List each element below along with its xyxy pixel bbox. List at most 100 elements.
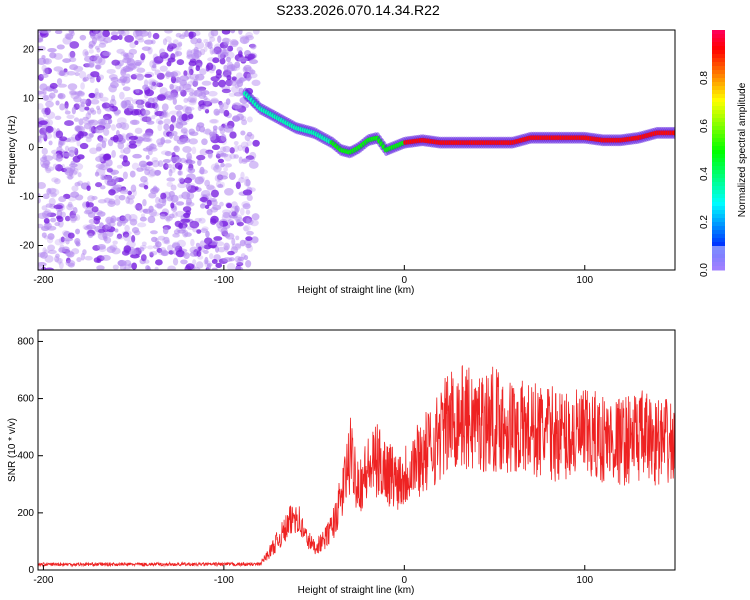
noise-blob <box>118 134 125 140</box>
noise-blob <box>58 196 67 203</box>
x-tick-label: -100 <box>214 575 234 586</box>
noise-blob <box>238 50 243 58</box>
noise-blob <box>186 97 196 103</box>
noise-blob <box>234 255 242 263</box>
noise-blob <box>195 65 201 72</box>
noise-blob <box>69 90 78 95</box>
colorbar-swatch <box>712 134 725 139</box>
noise-blob <box>101 175 107 181</box>
noise-blob <box>43 118 54 127</box>
noise-blob <box>182 229 189 238</box>
noise-blob <box>251 79 261 87</box>
noise-blob <box>234 82 240 89</box>
noise-blob <box>175 76 181 83</box>
noise-blob <box>44 209 52 217</box>
noise-blob <box>223 109 230 117</box>
noise-blob <box>185 106 192 115</box>
noise-blob <box>181 191 191 200</box>
noise-blob <box>175 249 185 258</box>
noise-blob <box>187 95 198 103</box>
noise-blob <box>151 115 156 120</box>
noise-blob <box>69 169 74 177</box>
noise-blob <box>223 242 230 251</box>
noise-blob <box>214 245 220 253</box>
noise-blob <box>67 83 78 91</box>
noise-blob <box>157 94 166 101</box>
noise-blob <box>74 125 81 132</box>
colorbar-swatch <box>712 182 725 187</box>
colorbar-swatch <box>712 122 725 127</box>
noise-blob <box>238 30 243 35</box>
noise-blob <box>116 233 123 239</box>
noise-blob <box>82 116 89 121</box>
colorbar-swatch <box>712 150 725 155</box>
noise-blob <box>73 117 80 122</box>
noise-blob <box>180 259 188 265</box>
noise-blob <box>156 247 163 253</box>
noise-blob <box>154 103 160 112</box>
noise-blob <box>164 30 173 34</box>
noise-blob <box>219 201 224 207</box>
noise-blob <box>143 132 153 137</box>
noise-blob <box>170 194 179 203</box>
noise-blob <box>163 123 170 131</box>
noise-blob <box>160 150 171 156</box>
noise-blob <box>41 232 47 238</box>
noise-blob <box>46 188 52 195</box>
noise-blob <box>80 82 85 90</box>
y-tick-label: 200 <box>17 508 34 519</box>
noise-blob <box>41 147 48 155</box>
noise-blob <box>56 78 63 85</box>
noise-blob <box>203 249 209 254</box>
noise-blob <box>55 253 60 259</box>
noise-blob <box>231 40 239 46</box>
noise-blob <box>110 35 120 41</box>
y-tick-label: -20 <box>20 241 35 252</box>
noise-blob <box>206 262 213 267</box>
noise-blob <box>69 64 79 71</box>
noise-blob <box>108 73 118 80</box>
noise-blob <box>247 53 256 60</box>
noise-blob <box>38 103 44 110</box>
noise-blob <box>166 181 174 188</box>
noise-blob <box>214 162 219 169</box>
noise-blob <box>44 267 55 270</box>
noise-blob <box>246 230 254 236</box>
colorbar-swatch <box>712 250 725 255</box>
noise-blob <box>250 219 259 227</box>
noise-blob <box>187 156 193 162</box>
noise-blob <box>122 57 132 64</box>
colorbar-swatch <box>712 130 725 135</box>
noise-blob <box>213 108 220 116</box>
noise-blob <box>94 45 100 50</box>
noise-blob <box>162 159 171 164</box>
colorbar-swatch <box>712 142 725 147</box>
noise-blob <box>66 203 74 211</box>
colorbar-swatch <box>712 198 725 203</box>
noise-blob <box>112 134 119 143</box>
colorbar-tick-label: 0.0 <box>699 263 710 277</box>
noise-blob <box>121 249 130 256</box>
noise-blob <box>112 240 118 245</box>
noise-blob <box>96 47 101 53</box>
noise-blob <box>246 218 254 226</box>
x-tick-label: 100 <box>576 575 593 586</box>
noise-blob <box>220 162 225 168</box>
noise-blob <box>226 203 232 209</box>
noise-blob <box>107 138 114 147</box>
noise-blob <box>159 51 169 59</box>
noise-blob <box>88 218 97 225</box>
noise-blob <box>95 167 106 176</box>
noise-blob <box>38 57 47 66</box>
noise-blob <box>116 164 123 169</box>
noise-blob <box>148 205 154 213</box>
noise-blob <box>242 189 253 196</box>
noise-blob <box>152 244 160 250</box>
noise-blob <box>152 63 157 69</box>
noise-blob <box>75 194 84 201</box>
noise-blob <box>115 235 124 240</box>
noise-blob <box>83 209 94 215</box>
noise-blob <box>121 79 126 86</box>
y-tick-label: 20 <box>23 45 35 56</box>
noise-blob <box>110 81 119 89</box>
